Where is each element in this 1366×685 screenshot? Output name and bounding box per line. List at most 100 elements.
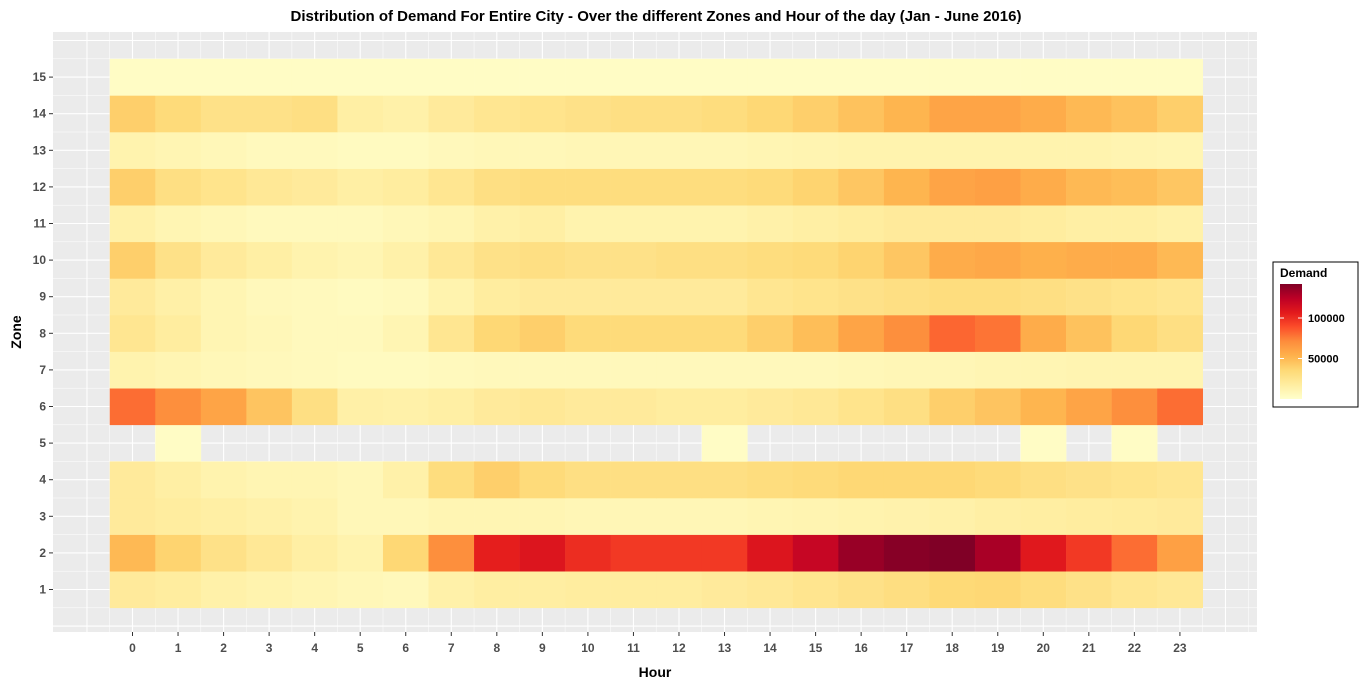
chart-title: Distribution of Demand For Entire City -… <box>291 8 1022 25</box>
heatmap-tile <box>1020 534 1067 572</box>
heatmap-tile <box>747 571 794 609</box>
heatmap-tile <box>291 571 338 609</box>
x-tick-label: 20 <box>1037 641 1051 655</box>
heatmap-tile <box>1020 168 1067 206</box>
heatmap-tile <box>747 534 794 572</box>
heatmap-tile <box>337 534 384 572</box>
heatmap-tile <box>1020 95 1067 133</box>
heatmap-tile <box>883 168 930 206</box>
heatmap-tile <box>382 95 429 133</box>
heatmap-tile <box>428 95 475 133</box>
heatmap-tile <box>109 534 156 572</box>
heatmap-tile <box>929 351 976 389</box>
heatmap-tile <box>838 241 885 279</box>
x-tick-label: 2 <box>220 641 227 655</box>
heatmap-tile <box>474 278 520 316</box>
heatmap-tile <box>747 95 794 133</box>
heatmap-tile <box>428 58 475 96</box>
heatmap-tile <box>701 168 748 206</box>
heatmap-tile <box>656 388 703 426</box>
x-tick-label: 0 <box>129 641 136 655</box>
heatmap-tile <box>1111 205 1158 243</box>
x-axis-title: Hour <box>639 664 672 680</box>
x-tick-label: 9 <box>539 641 546 655</box>
heatmap-tile <box>291 58 338 96</box>
heatmap-tile <box>838 95 885 133</box>
heatmap-tile <box>929 315 976 352</box>
heatmap-tile <box>656 571 703 609</box>
heatmap-tile <box>428 461 475 499</box>
heatmap-tile <box>109 95 156 133</box>
heatmap-tile <box>519 205 566 243</box>
heatmap-tile <box>792 534 839 572</box>
heatmap-tile <box>200 351 247 389</box>
heatmap-tile <box>701 424 748 462</box>
heatmap-tile <box>656 95 703 133</box>
heatmap-tile <box>656 132 703 169</box>
heatmap-tile <box>1066 132 1112 169</box>
y-tick-label: 1 <box>39 583 46 597</box>
heatmap-tile <box>792 205 839 243</box>
heatmap-tile <box>337 315 384 352</box>
heatmap-tile <box>337 95 384 133</box>
y-tick-label: 11 <box>33 217 46 231</box>
heatmap-tile <box>1066 534 1112 572</box>
heatmap-tile <box>519 95 566 133</box>
y-tick-label: 10 <box>33 253 47 267</box>
heatmap-tile <box>200 388 247 426</box>
heatmap-tile <box>519 278 566 316</box>
heatmap-tile <box>1111 132 1158 169</box>
heatmap-tile <box>428 168 475 206</box>
y-tick-label: 13 <box>33 143 47 157</box>
heatmap-tile <box>656 534 703 572</box>
heatmap-tile <box>565 351 611 389</box>
heatmap-tile <box>929 498 976 535</box>
heatmap-tile <box>200 278 247 316</box>
heatmap-tile <box>1111 461 1158 499</box>
x-tick-label: 4 <box>311 641 318 655</box>
heatmap-tile <box>246 95 293 133</box>
heatmap-tile <box>474 498 520 535</box>
legend-ticks: 50000 100000 <box>1280 313 1345 366</box>
heatmap-tile <box>747 132 794 169</box>
heatmap-tile <box>792 278 839 316</box>
heatmap-tile <box>974 461 1021 499</box>
heatmap-tile <box>792 315 839 352</box>
heatmap-tile <box>428 388 475 426</box>
heatmap-tile <box>519 241 566 279</box>
heatmap-tile <box>792 388 839 426</box>
x-tick-label: 12 <box>672 641 686 655</box>
heatmap-tile <box>1111 571 1158 609</box>
heatmap-tile <box>838 461 885 499</box>
heatmap-tile <box>883 241 930 279</box>
heatmap-tile <box>929 461 976 499</box>
heatmap-tile <box>701 205 748 243</box>
heatmap-tile <box>1020 424 1067 462</box>
heatmap-tile <box>838 351 885 389</box>
heatmap-tile <box>246 132 293 169</box>
heatmap-tile <box>155 58 202 96</box>
heatmap-tile <box>883 461 930 499</box>
heatmap-tile <box>155 461 202 499</box>
heatmap-tile <box>519 571 566 609</box>
heatmap-tile <box>838 571 885 609</box>
heatmap-tile <box>565 95 611 133</box>
y-axis-title: Zone <box>8 315 24 349</box>
heatmap-tile <box>337 388 384 426</box>
x-tick-label: 22 <box>1128 641 1142 655</box>
heatmap-tile <box>974 132 1021 169</box>
heatmap-tile <box>337 132 384 169</box>
heatmap-tile <box>701 315 748 352</box>
heatmap-tile <box>474 388 520 426</box>
y-tick-label: 14 <box>33 107 47 121</box>
heatmap-tile <box>291 205 338 243</box>
heatmap-tile <box>1020 498 1067 535</box>
heatmap-tile <box>1111 424 1158 462</box>
heatmap-tile <box>1157 278 1203 316</box>
x-tick-label: 1 <box>175 641 182 655</box>
heatmap-tile <box>1066 351 1112 389</box>
heatmap-tile <box>200 205 247 243</box>
heatmap-tile <box>929 132 976 169</box>
heatmap-tile <box>792 498 839 535</box>
heatmap-tile <box>109 168 156 206</box>
